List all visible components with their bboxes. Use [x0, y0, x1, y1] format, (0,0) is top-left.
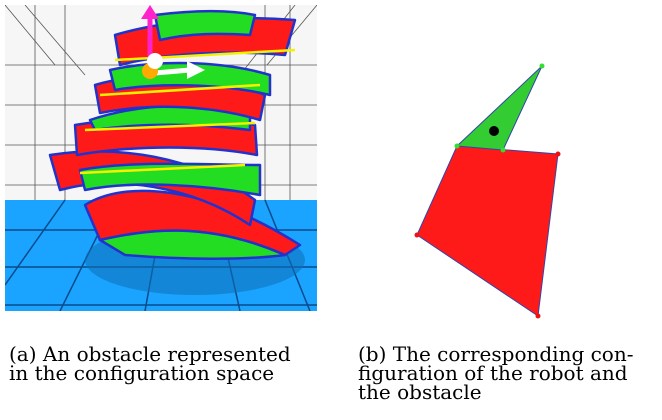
workspace-configuration: [395, 55, 575, 325]
robot-vertex: [500, 147, 506, 153]
caption-b: (b) The corresponding con- figuration of…: [358, 342, 658, 404]
robot-triangle: [455, 65, 543, 151]
robot-center-point: [489, 126, 499, 136]
robot-vertex: [539, 63, 545, 69]
workspace-diagram: [414, 63, 561, 319]
caption-a-line: in the configuration space: [9, 361, 275, 385]
obstacle-vertex: [555, 151, 561, 157]
obstacle-vertex: [535, 313, 541, 319]
obstacle-vertex: [414, 232, 420, 238]
obstacle-polygon: [416, 145, 559, 317]
configuration-space-render: [5, 5, 317, 311]
robot-frame-axes: [141, 5, 205, 79]
caption-b-line: figuration of the robot and: [358, 361, 628, 385]
caption-b-line: the obstacle: [358, 380, 482, 404]
helix-seams: [79, 48, 296, 175]
caption-a: (a) An obstacle represented in the confi…: [9, 342, 329, 385]
caption-a-line: (a) An obstacle represented: [9, 342, 291, 366]
caption-b-line: (b) The corresponding con-: [358, 342, 634, 366]
configuration-space-scene: [5, 5, 317, 311]
helix-obstacle: [48, 10, 302, 260]
robot-vertex: [454, 143, 460, 149]
